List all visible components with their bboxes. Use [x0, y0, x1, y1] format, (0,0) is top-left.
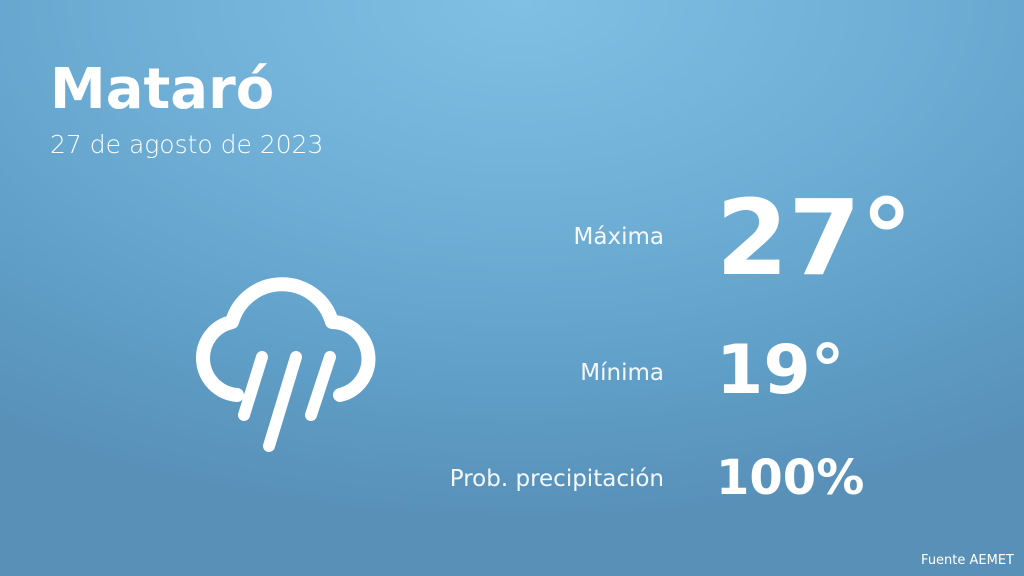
city-name: Mataró	[50, 57, 275, 122]
precip-label: Prob. precipitación	[449, 466, 664, 492]
max-temperature: 27°	[716, 177, 913, 299]
precip-probability: 100%	[716, 450, 865, 506]
min-label: Mínima	[580, 360, 664, 386]
max-label: Máxima	[573, 224, 664, 250]
cloud-rain-icon	[180, 250, 400, 474]
forecast-date: 27 de agosto de 2023	[50, 130, 324, 159]
source-credit: Fuente AEMET	[921, 553, 1014, 568]
min-temperature: 19°	[716, 331, 845, 410]
